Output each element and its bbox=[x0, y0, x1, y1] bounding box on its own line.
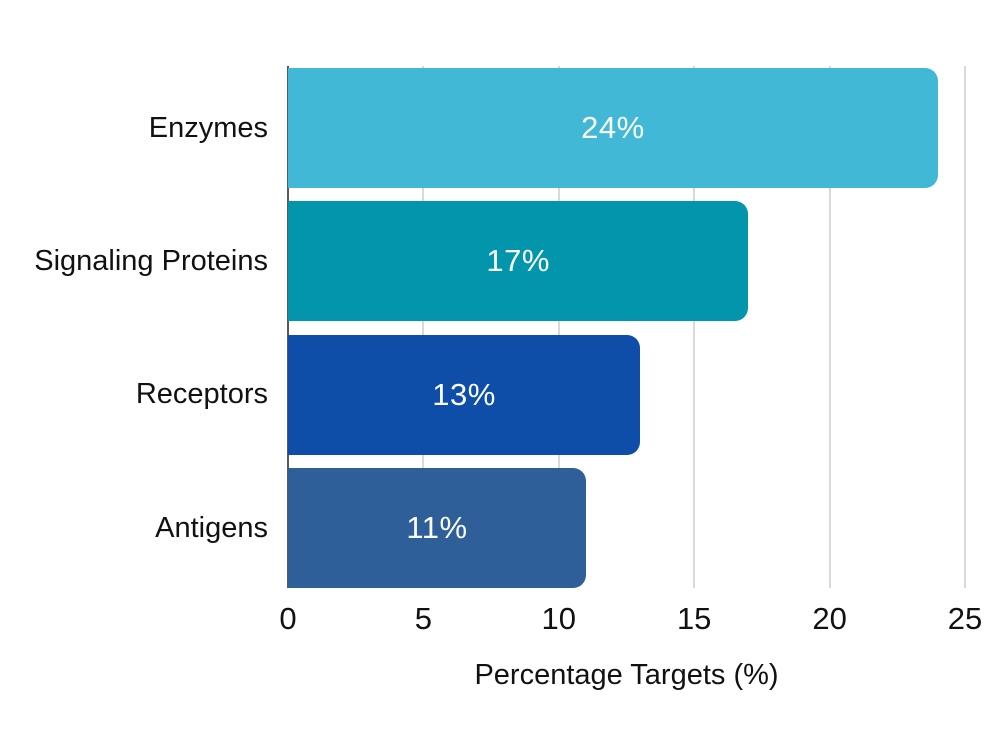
x-axis-ticks: 0 5 10 15 20 25 bbox=[279, 601, 982, 643]
y-axis-line bbox=[287, 66, 289, 588]
x-tick-label-0: 0 bbox=[279, 601, 297, 636]
category-label-antigens: Antigens bbox=[155, 511, 268, 544]
gridline-15 bbox=[693, 66, 696, 588]
gridline-5 bbox=[422, 66, 425, 588]
category-axis: Enzymes Signaling Proteins Receptors Antige… bbox=[0, 66, 268, 588]
x-tick-label-25: 25 bbox=[947, 601, 983, 636]
bar-antigens: 11% bbox=[288, 468, 586, 588]
plot-area: 24% 17% 13% 11% bbox=[287, 66, 966, 588]
category-label-signaling-proteins: Signaling Proteins bbox=[34, 244, 268, 277]
gridline-25 bbox=[964, 66, 966, 588]
x-tick-label-10: 10 bbox=[541, 601, 577, 636]
category-label-enzymes: Enzymes bbox=[148, 111, 268, 144]
x-tick-label-5: 5 bbox=[414, 601, 433, 636]
gridline-10 bbox=[557, 66, 560, 588]
x-tick-label-15: 15 bbox=[676, 601, 712, 636]
bar-value-label: 17% bbox=[486, 243, 550, 279]
bar-receptors: 13% bbox=[288, 334, 641, 455]
gridline-20 bbox=[828, 66, 831, 588]
bar-value-label: 24% bbox=[581, 110, 645, 145]
x-tick-label-20: 20 bbox=[812, 601, 847, 636]
category-label-receptors: Receptors bbox=[135, 378, 268, 411]
bar-signaling-proteins: 17% bbox=[288, 201, 749, 322]
bar-value-label: 13% bbox=[432, 376, 496, 412]
x-axis-title: Percentage Targets (%) bbox=[474, 659, 779, 691]
bar-value-label: 11% bbox=[406, 510, 468, 545]
bar-enzymes: 24% bbox=[288, 68, 938, 188]
